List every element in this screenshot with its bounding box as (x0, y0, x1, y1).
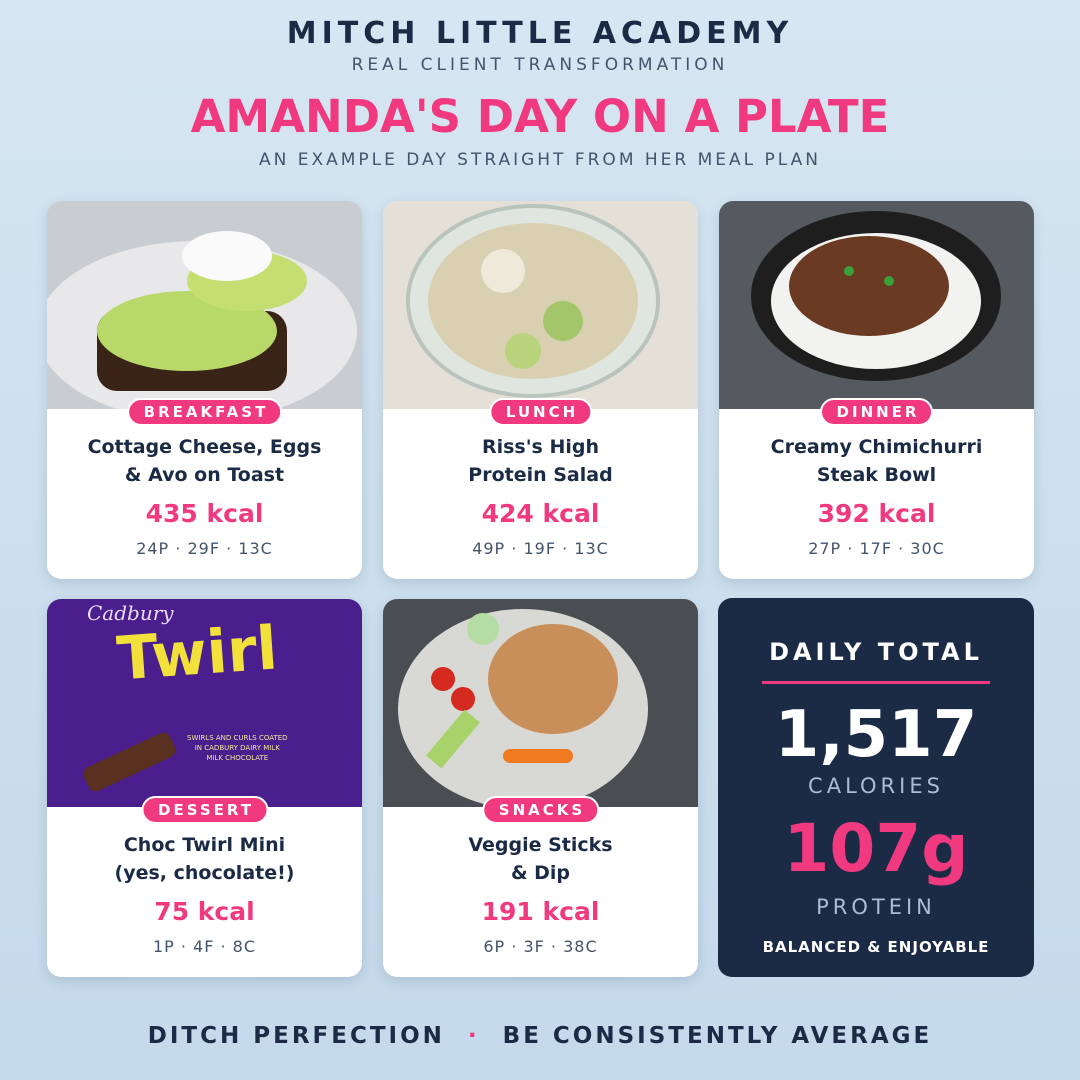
macros: 24P · 29F · 13C (136, 539, 273, 558)
name-line: Riss's High (481, 436, 600, 458)
blurb-line: IN CADBURY DAIRY MILK (194, 744, 280, 752)
packaging-blurb: SWIRLS AND CURLS COATED IN CADBURY DAIRY … (187, 733, 288, 763)
footer-right: BE CONSISTENTLY AVERAGE (502, 1023, 933, 1049)
macros: 49P · 19F · 13C (472, 539, 609, 558)
footer-separator: · (467, 1023, 480, 1049)
total-calories: 1,517 (774, 698, 978, 772)
meal-card: BREAKFAST Cottage Cheese, Eggs & Avo on T… (47, 201, 362, 579)
food-image (47, 201, 362, 409)
blurb-line: MILK CHOCOLATE (206, 754, 269, 762)
food-image: Cadbury Twirl SWIRLS AND CURLS COATED IN … (47, 599, 362, 807)
meal-name: Choc Twirl Mini (yes, chocolate!) (47, 831, 362, 887)
meal-label: SNACKS (481, 796, 600, 824)
meal-name: Creamy Chimichurri Steak Bowl (719, 433, 1034, 489)
kcal: 75 kcal (154, 897, 255, 926)
macros: 1P · 4F · 8C (152, 937, 257, 956)
total-card: DAILY TOTAL 1,517 CALORIES 107g PROTEIN … (718, 598, 1034, 977)
name-line: Veggie Sticks (468, 834, 613, 856)
packaging-product: Twirl (114, 613, 280, 695)
blurb-line: SWIRLS AND CURLS COATED (187, 734, 288, 742)
meal-card: Cadbury Twirl SWIRLS AND CURLS COATED IN … (47, 599, 362, 977)
divider (762, 681, 990, 684)
name-line: Protein Salad (468, 464, 613, 486)
kcal: 435 kcal (145, 499, 264, 528)
meal-label: DINNER (819, 398, 934, 426)
protein-label: PROTEIN (816, 895, 936, 919)
name-line: & Dip (510, 862, 571, 884)
kcal: 191 kcal (481, 897, 600, 926)
packaging-brand: Cadbury (87, 601, 174, 625)
meal-name: Cottage Cheese, Eggs & Avo on Toast (47, 433, 362, 489)
food-image (383, 201, 698, 409)
meal-card: DINNER Creamy Chimichurri Steak Bowl 392 … (719, 201, 1034, 579)
calories-label: CALORIES (808, 774, 944, 798)
kcal: 392 kcal (817, 499, 936, 528)
meal-label: LUNCH (488, 398, 593, 426)
footer-left: DITCH PERFECTION (147, 1023, 445, 1049)
macros: 27P · 17F · 30C (808, 539, 945, 558)
kcal: 424 kcal (481, 499, 600, 528)
food-image (383, 599, 698, 807)
name-line: Creamy Chimichurri (770, 436, 983, 458)
name-line: Choc Twirl Mini (123, 834, 286, 856)
name-line: (yes, chocolate!) (114, 862, 295, 884)
title: AMANDA'S DAY ON A PLATE (190, 90, 890, 143)
meal-card: LUNCH Riss's High Protein Salad 424 kcal … (383, 201, 698, 579)
meal-name: Veggie Sticks & Dip (383, 831, 698, 887)
food-image (719, 201, 1034, 409)
subtitle: AN EXAMPLE DAY STRAIGHT FROM HER MEAL PL… (258, 150, 822, 170)
footer: DITCH PERFECTION · BE CONSISTENTLY AVERA… (0, 1023, 1080, 1049)
meal-card: SNACKS Veggie Sticks & Dip 191 kcal 6P · … (383, 599, 698, 977)
total-protein: 107g (783, 810, 969, 887)
total-note: BALANCED & ENJOYABLE (762, 938, 990, 956)
chocolate-bar (80, 730, 179, 794)
meal-label: BREAKFAST (126, 398, 283, 426)
brand: MITCH LITTLE ACADEMY (286, 16, 794, 51)
meal-label: DESSERT (141, 796, 268, 824)
name-line: & Avo on Toast (124, 464, 285, 486)
total-heading: DAILY TOTAL (769, 638, 983, 666)
meal-name: Riss's High Protein Salad (383, 433, 698, 489)
tagline: REAL CLIENT TRANSFORMATION (351, 55, 729, 75)
macros: 6P · 3F · 38C (483, 937, 598, 956)
name-line: Cottage Cheese, Eggs (87, 436, 322, 458)
name-line: Steak Bowl (816, 464, 937, 486)
